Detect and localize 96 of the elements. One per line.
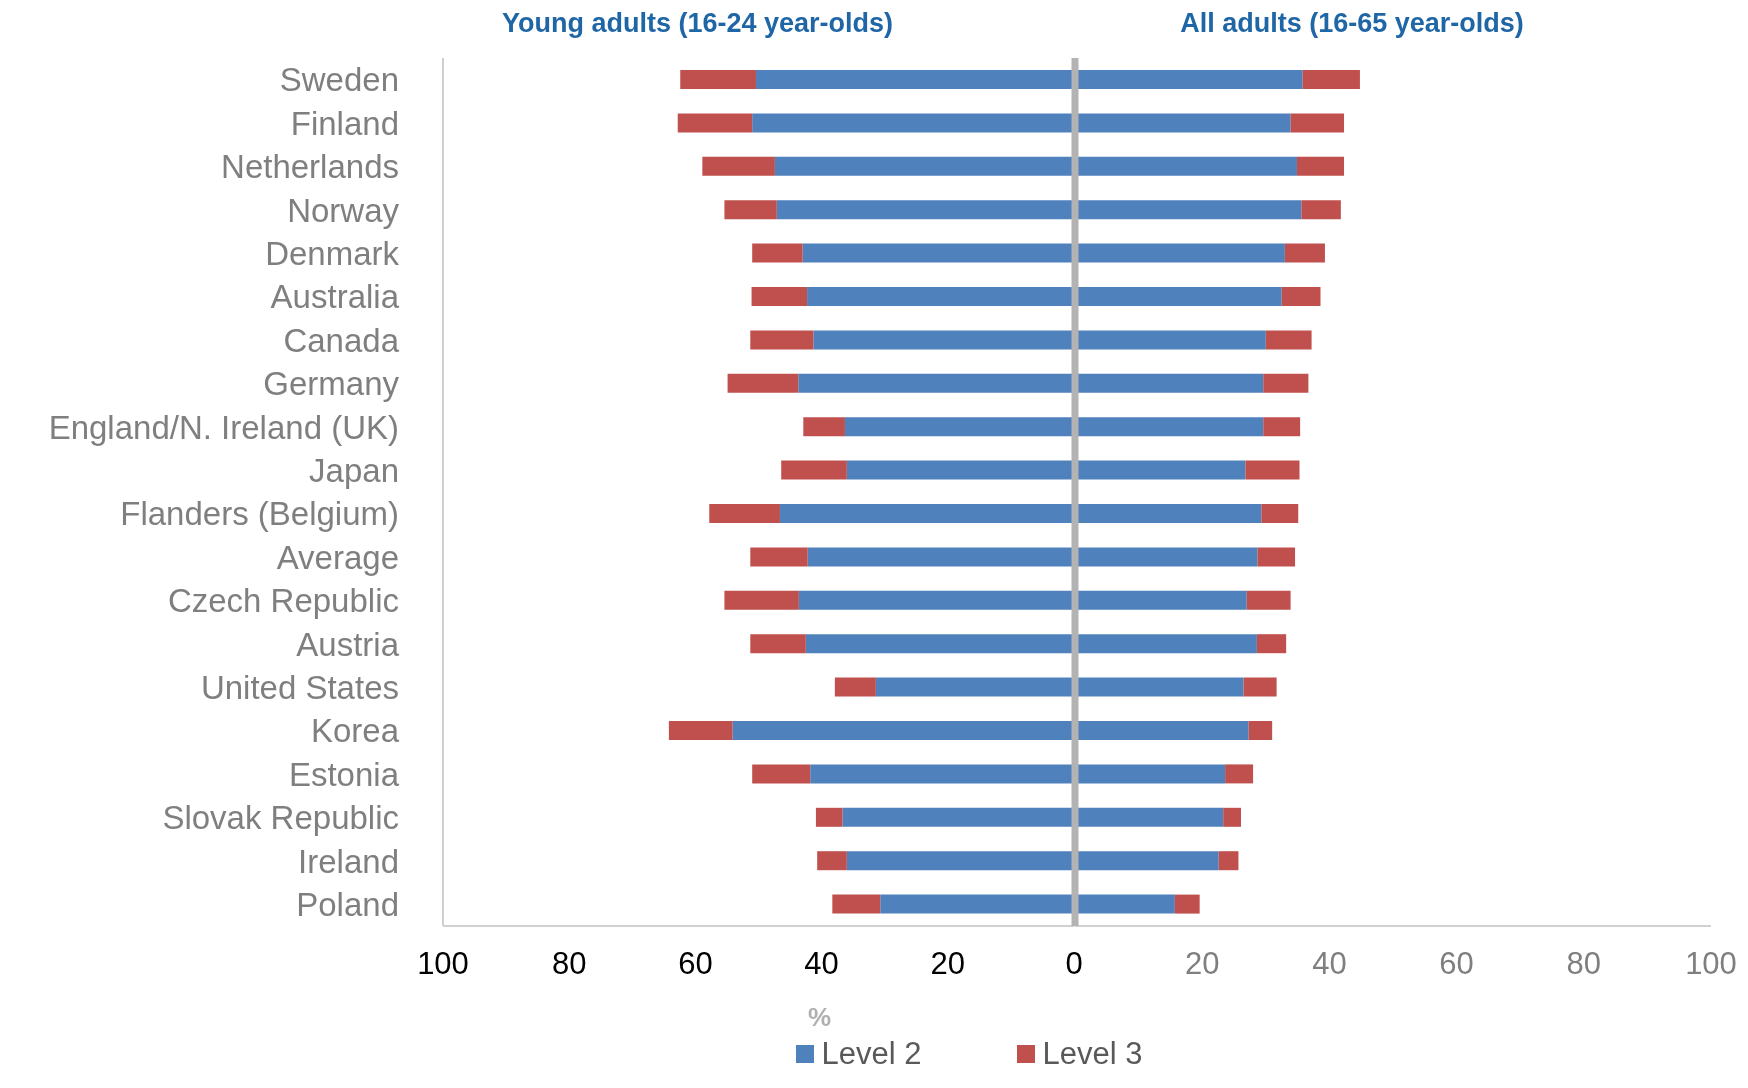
x-tick-label: 40 [804,946,839,982]
bar [1296,156,1345,176]
bar [1246,590,1291,610]
bar [842,807,1074,827]
legend-label: Level 2 [821,1036,922,1072]
bar [807,547,1074,567]
bar [732,721,1074,740]
y-tick-label: Poland [296,886,399,924]
bar [752,243,803,263]
bar [1245,460,1300,480]
y-tick-label: Finland [290,104,399,142]
y-tick-label: Sweden [279,61,399,99]
bar [774,156,1074,176]
bar [798,373,1074,393]
y-tick-label: Average [276,538,399,576]
y-tick-label: Korea [310,712,400,750]
chart-title: All adults (16-65 year-olds) [1180,8,1524,38]
bar [817,851,847,871]
bar [1301,200,1341,220]
bar [846,851,1074,871]
bar [750,634,806,654]
y-tick-label: Denmark [265,235,400,273]
x-tick-label: 80 [1566,946,1602,982]
bar [875,677,1074,697]
bar [813,330,1074,350]
chart-title: Young adults (16-24 year-olds) [501,8,894,38]
bar [1263,373,1309,393]
x-tick-label: 20 [930,946,966,982]
bar [751,287,808,306]
y-tick-label: Estonia [288,755,400,793]
bar [1243,677,1277,697]
bar [702,156,775,176]
bar [781,460,847,480]
bar [1223,807,1241,827]
bar [1248,721,1273,740]
x-tick-label: 20 [1184,946,1220,982]
bar [846,460,1074,480]
bar [1225,764,1254,784]
y-tick-label: Ireland [298,842,399,880]
bar [1281,287,1321,306]
bar [1290,113,1345,133]
bar [1265,330,1312,350]
bar [750,547,808,567]
y-tick-label: England/N. Ireland (UK) [48,408,399,446]
bar [779,504,1074,523]
bar [1284,243,1325,263]
bar [750,330,814,350]
bar [1256,634,1287,654]
bar [1257,547,1296,567]
bar [1302,70,1360,89]
y-tick-label: Austria [296,625,400,663]
bar [727,373,799,393]
y-tick-label: Slovak Republic [162,799,399,837]
bar [755,70,1074,89]
bar [810,764,1074,784]
y-tick-label: United States [200,669,399,707]
bar [807,287,1074,306]
bar [815,807,843,827]
x-tick-label: 40 [1312,946,1347,982]
bar [802,243,1074,263]
bar [1218,851,1239,871]
bar [803,417,845,437]
bar [709,504,780,523]
bar [1263,417,1301,437]
legend-label: Level 3 [1042,1036,1143,1072]
y-tick-label: Germany [263,365,400,403]
bar [798,590,1074,610]
x-tick-label: 0 [1065,946,1083,982]
bar [668,721,733,740]
x-tick-label: 60 [678,946,713,982]
y-tick-label: Czech Republic [167,582,399,620]
x-tick-label: 100 [1685,946,1737,982]
bar [844,417,1074,437]
x-tick-label: 100 [417,946,469,982]
y-tick-label: Norway [287,191,400,229]
bar [880,894,1074,914]
bar [834,677,876,697]
bar [724,200,777,220]
bar [776,200,1074,220]
y-tick-label: Netherlands [221,148,399,186]
y-tick-label: Australia [270,278,400,316]
x-axis-title: % [808,1002,832,1032]
bar [677,113,753,133]
bar [805,634,1074,654]
bar [724,590,799,610]
x-tick-label: 80 [551,946,587,982]
bar [752,113,1074,133]
y-tick-label: Canada [283,321,400,359]
bar [1174,894,1200,914]
bar [752,764,811,784]
bar [1261,504,1299,523]
y-tick-label: Japan [309,452,399,490]
x-tick-label: 60 [1439,946,1474,982]
y-tick-label: Flanders (Belgium) [120,495,399,533]
bar [680,70,756,89]
bar [832,894,881,914]
